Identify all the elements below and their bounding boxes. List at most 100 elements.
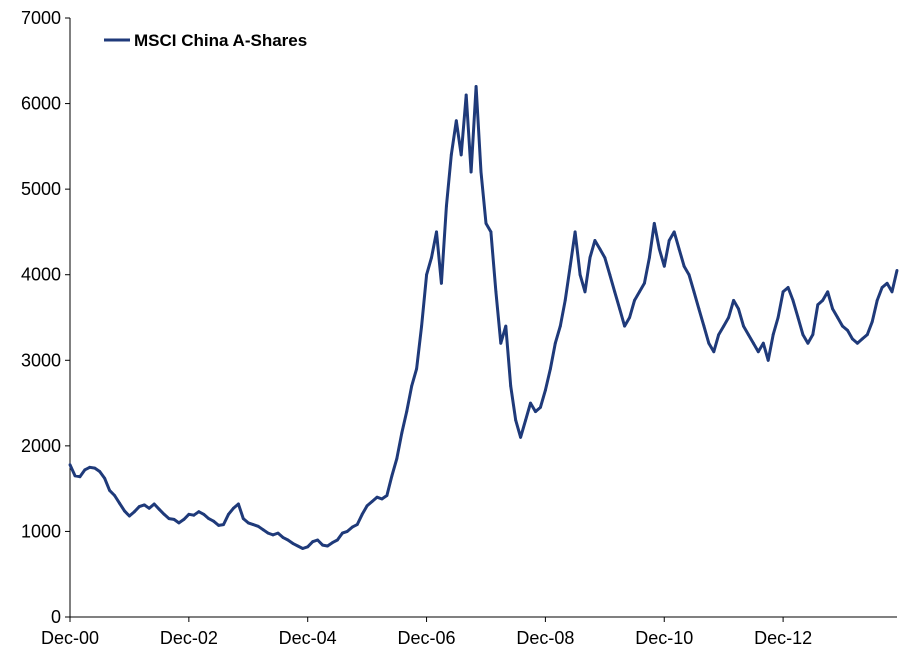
data-point [638, 290, 641, 294]
data-point [539, 406, 542, 409]
data-point [643, 281, 646, 285]
data-point [380, 497, 384, 501]
data-point [588, 256, 592, 259]
data-point [68, 463, 72, 467]
data-point [350, 525, 354, 529]
data-point [712, 350, 716, 354]
data-point [578, 273, 582, 277]
data-point [504, 324, 508, 328]
data-point [737, 307, 740, 311]
data-point [113, 494, 116, 497]
y-tick-label: 3000 [21, 350, 61, 370]
data-point [489, 230, 493, 234]
data-point [474, 85, 478, 88]
data-point [494, 290, 498, 294]
data-point [816, 303, 820, 307]
data-point [251, 523, 255, 526]
data-point [375, 495, 379, 499]
data-point [291, 542, 295, 545]
data-point [276, 531, 280, 535]
data-point [182, 518, 186, 521]
data-point [618, 307, 622, 311]
y-axis: 0 1000 2000 3000 4000 5000 6000 7000 [21, 8, 71, 627]
data-point [821, 299, 825, 302]
data-point [722, 324, 726, 328]
data-point [73, 474, 77, 478]
data-point [469, 170, 473, 174]
data-point [608, 273, 612, 277]
data-point [657, 247, 661, 251]
data-point [261, 528, 265, 532]
data-point [623, 324, 626, 328]
data-point [395, 457, 399, 461]
x-tick-label: Dec-10 [635, 628, 693, 648]
data-point [771, 333, 775, 336]
data-point [742, 324, 745, 328]
data-point [405, 410, 409, 413]
data-point [246, 521, 250, 525]
data-point [355, 523, 359, 526]
data-point [217, 524, 221, 527]
data-point [628, 316, 631, 319]
data-point [167, 517, 171, 520]
data-point [667, 239, 671, 242]
data-point [449, 153, 453, 157]
data-point [583, 290, 587, 294]
data-point [806, 341, 810, 345]
data-point [454, 119, 458, 123]
data-point [207, 517, 211, 520]
data-point [514, 418, 518, 422]
data-point [648, 256, 651, 259]
data-point [727, 316, 730, 319]
data-point [445, 204, 448, 208]
data-point [425, 273, 428, 277]
data-point [316, 538, 319, 542]
data-point [286, 538, 290, 542]
data-point [529, 401, 532, 405]
data-point [766, 358, 770, 362]
data-point [459, 153, 463, 157]
data-point [360, 512, 364, 516]
data-point [133, 510, 136, 514]
data-point [78, 475, 82, 479]
data-point [856, 341, 859, 345]
data-point [172, 518, 176, 521]
data-point [440, 281, 443, 285]
data-point [147, 506, 151, 510]
y-tick-label: 0 [51, 607, 61, 627]
y-tick-label: 6000 [21, 94, 61, 114]
data-point [157, 507, 161, 511]
data-point [410, 384, 414, 388]
x-tick-label: Dec-04 [279, 628, 337, 648]
data-point [420, 324, 423, 328]
data-point [776, 316, 780, 319]
y-tick-label: 4000 [21, 265, 61, 285]
data-point [187, 512, 191, 516]
data-point [885, 281, 889, 285]
data-point [633, 299, 636, 302]
data-point [890, 290, 894, 294]
data-point [118, 501, 121, 505]
data-point [311, 540, 315, 544]
data-point [836, 316, 839, 319]
data-point [331, 541, 334, 544]
legend-label: MSCI China A-Shares [134, 31, 307, 50]
data-point [301, 547, 305, 550]
data-point [88, 465, 92, 469]
data-point [702, 324, 706, 328]
data-point [791, 299, 795, 302]
data-point [732, 299, 735, 302]
data-point [851, 337, 854, 341]
x-tick-label: Dec-08 [516, 628, 574, 648]
data-point [707, 341, 711, 345]
y-tick-label: 7000 [21, 8, 61, 28]
data-point [197, 510, 201, 514]
x-tick-label: Dec-06 [398, 628, 456, 648]
series-line-msci-china-a-shares [68, 85, 899, 550]
data-point [98, 470, 102, 473]
data-point [370, 500, 374, 503]
data-point [385, 494, 389, 497]
data-point [127, 514, 131, 518]
data-point [435, 230, 438, 234]
